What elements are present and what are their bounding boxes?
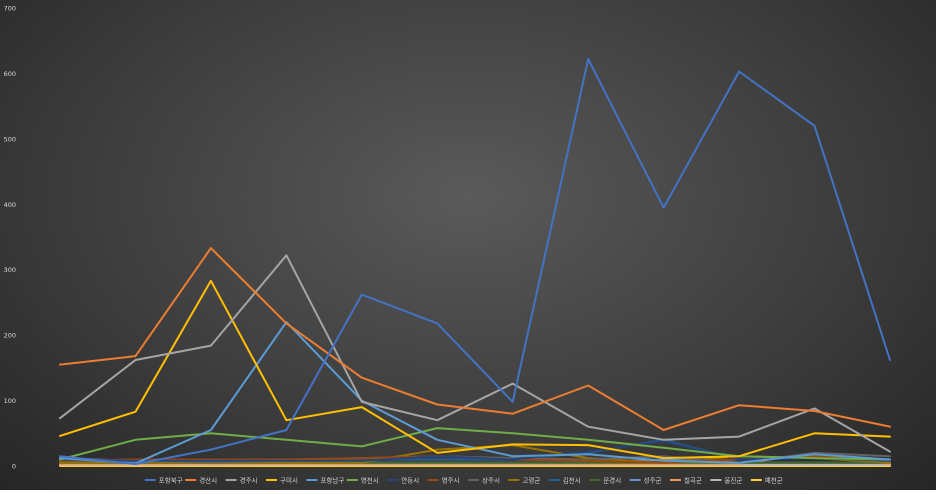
y-tick-label: 600: [4, 70, 16, 78]
y-tick-label: 500: [4, 135, 16, 143]
legend-label: 예천군: [765, 476, 783, 485]
series-line: [59, 247, 891, 431]
y-tick-label: 100: [4, 397, 16, 405]
series-line: [59, 254, 891, 453]
series-line: [59, 427, 891, 461]
legend-label: 칠곡군: [684, 476, 702, 485]
y-axis-ticks: 0 100 200 300 400 500 600 700: [4, 5, 16, 471]
legend-label: 영주시: [442, 476, 460, 485]
series-line: [59, 440, 891, 462]
legend-label: 포항남구: [320, 476, 344, 485]
legend-label: 상주시: [482, 476, 500, 485]
legend-label: 구미시: [280, 476, 298, 485]
legend-label: 영천시: [361, 476, 379, 485]
y-tick-label: 200: [4, 332, 16, 340]
legend-label: 고령군: [522, 477, 540, 485]
y-tick-label: 300: [4, 266, 16, 274]
plot-lines: [59, 58, 891, 467]
legend-label: 경주시: [240, 476, 258, 485]
series-line: [59, 321, 891, 465]
legend-label: 안동시: [401, 476, 419, 485]
legend-label: 울진군: [724, 476, 742, 485]
y-tick-label: 700: [4, 5, 16, 13]
y-tick-label: 0: [12, 463, 16, 471]
legend-label: 문경시: [603, 476, 621, 485]
legend-label: 성주군: [644, 476, 662, 485]
y-tick-label: 400: [4, 201, 16, 209]
legend: 포항북구 경산시 경주시 구미시 포항남구 영천시 안동시 영주시 상주시 고령군 김천시 문경시 성주…: [144, 476, 783, 485]
legend-label: 김천시: [563, 476, 581, 485]
legend-label: 포항북구: [159, 476, 183, 485]
series-line: [59, 279, 891, 460]
series-line: [59, 58, 891, 465]
legend-label: 경산시: [199, 476, 217, 485]
